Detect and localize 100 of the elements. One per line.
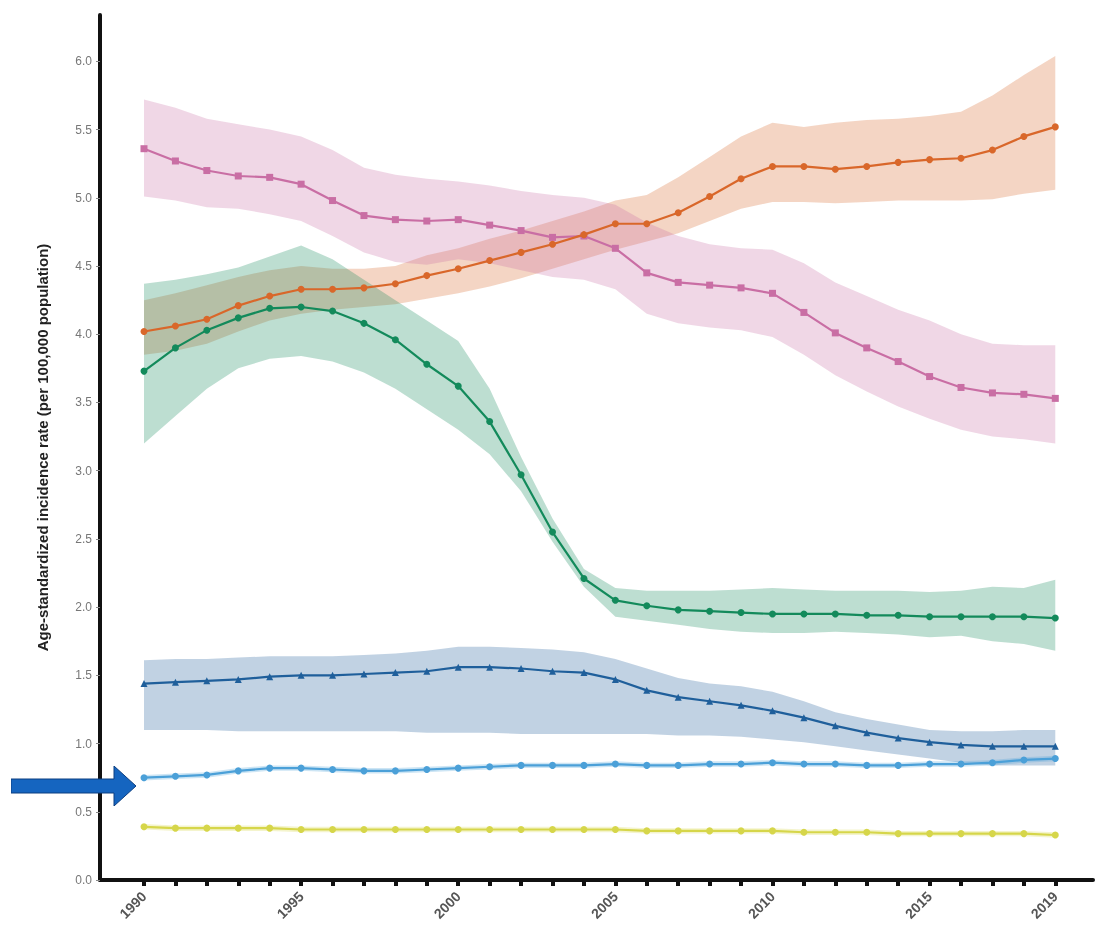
y-axis-title: Age-standardized incidence rate (per 100,000 population)	[34, 243, 51, 652]
point	[549, 826, 557, 834]
point	[203, 167, 211, 175]
point	[234, 172, 242, 180]
point	[674, 209, 682, 217]
y-tick-label: 3.0	[75, 463, 93, 478]
point	[391, 767, 399, 775]
point	[1020, 132, 1028, 140]
point	[737, 284, 745, 292]
point	[800, 714, 808, 722]
point	[580, 669, 588, 677]
point	[580, 761, 588, 769]
point	[423, 667, 431, 675]
point	[674, 278, 682, 286]
point	[266, 764, 274, 772]
point	[517, 248, 525, 256]
point	[423, 826, 431, 834]
point	[517, 665, 525, 673]
point	[1051, 123, 1059, 131]
point	[1020, 742, 1028, 750]
point	[297, 826, 305, 834]
point	[329, 826, 337, 834]
point	[203, 824, 211, 832]
point	[706, 281, 714, 289]
point	[266, 292, 274, 300]
point	[423, 272, 431, 280]
point	[957, 613, 965, 621]
point	[234, 824, 242, 832]
y-tick-label: 4.0	[75, 327, 93, 342]
point	[234, 767, 242, 775]
point	[171, 322, 179, 330]
point	[1051, 394, 1059, 402]
point	[140, 145, 148, 153]
point	[737, 701, 745, 709]
point	[957, 741, 965, 749]
point	[454, 764, 462, 772]
point	[234, 675, 242, 683]
point	[360, 767, 368, 775]
point	[391, 336, 399, 344]
point	[643, 220, 651, 228]
point	[863, 828, 871, 836]
y-tick-label: 0.5	[75, 804, 93, 819]
point	[1020, 756, 1028, 764]
point	[1051, 614, 1059, 622]
point	[391, 216, 399, 224]
point	[580, 826, 588, 834]
point	[988, 742, 996, 750]
y-tick-label: 1.5	[75, 668, 93, 683]
point	[737, 175, 745, 183]
point	[171, 157, 179, 165]
point	[926, 760, 934, 768]
point	[988, 613, 996, 621]
point	[737, 609, 745, 617]
point	[549, 667, 557, 675]
point	[266, 824, 274, 832]
point	[580, 574, 588, 582]
point	[454, 382, 462, 390]
point	[831, 329, 839, 337]
point	[1020, 613, 1028, 621]
point	[674, 606, 682, 614]
point	[517, 227, 525, 235]
point	[486, 663, 494, 671]
point	[1051, 742, 1059, 750]
point	[360, 826, 368, 834]
y-tick-label: 5.0	[75, 190, 93, 205]
point	[549, 761, 557, 769]
point	[1051, 831, 1059, 839]
point	[611, 675, 619, 683]
y-tick-label: 4.5	[75, 259, 93, 274]
point	[831, 165, 839, 173]
y-tick-label: 2.0	[75, 600, 93, 615]
point	[894, 358, 902, 366]
y-tick-label: 1.0	[75, 736, 93, 751]
point	[611, 826, 619, 834]
point	[140, 680, 148, 688]
point	[957, 830, 965, 838]
point	[988, 759, 996, 767]
point	[643, 827, 651, 835]
point	[329, 765, 337, 773]
point	[423, 360, 431, 368]
point	[957, 383, 965, 391]
point	[297, 671, 305, 679]
point	[391, 669, 399, 677]
point	[266, 304, 274, 312]
point	[549, 528, 557, 536]
point	[329, 671, 337, 679]
point	[988, 389, 996, 397]
point	[391, 280, 399, 288]
point	[674, 827, 682, 835]
point	[329, 285, 337, 293]
point	[611, 244, 619, 252]
point	[800, 828, 808, 836]
point	[423, 217, 431, 225]
point	[454, 663, 462, 671]
point	[674, 761, 682, 769]
point	[486, 257, 494, 265]
point	[863, 162, 871, 170]
point	[957, 154, 965, 162]
point	[800, 162, 808, 170]
point	[643, 602, 651, 610]
